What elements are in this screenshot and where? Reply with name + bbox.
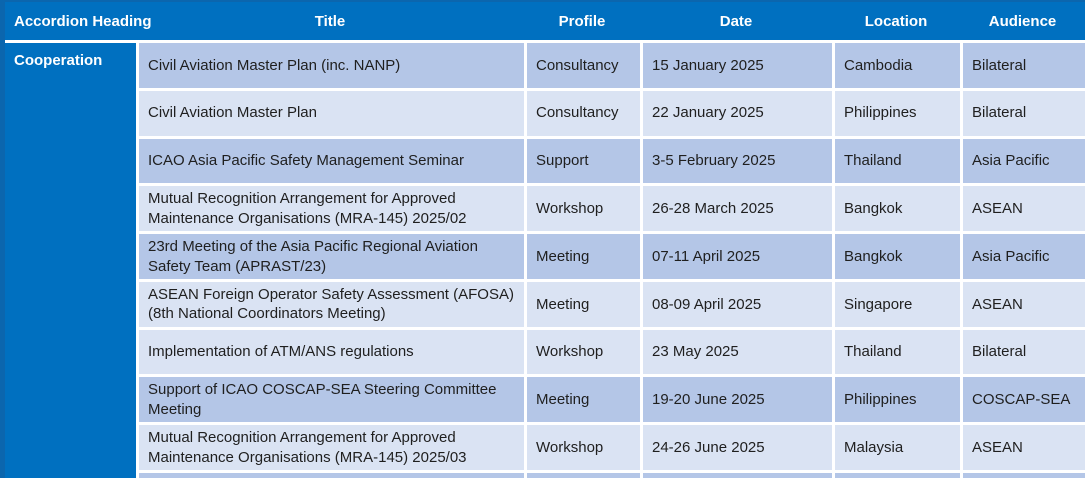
cell-date: 23 May 2025 <box>643 329 832 375</box>
cell-date: 3-5 February 2025 <box>643 138 832 184</box>
accordion-heading-cooperation[interactable]: Cooperation <box>5 43 136 478</box>
cell-audience <box>963 473 1085 478</box>
cell-profile: Support <box>527 138 640 184</box>
cell-audience: Asia Pacific <box>963 138 1085 184</box>
cell-title: ICAO Asia Pacific Safety Management Semi… <box>139 138 524 184</box>
cell-profile <box>527 473 640 478</box>
cell-date: 22 January 2025 <box>643 90 832 136</box>
cell-location: Thailand <box>835 138 960 184</box>
cell-profile: Workshop <box>527 425 640 471</box>
cell-audience: ASEAN <box>963 425 1085 471</box>
cell-title: Implementation of ATM/ANS regulations <box>139 329 524 375</box>
table-row: ASEAN Foreign Operator Safety Assessment… <box>139 281 1085 327</box>
cell-profile: Meeting <box>527 234 640 279</box>
cell-profile: Workshop <box>527 329 640 375</box>
cell-date: 08-09 April 2025 <box>643 281 832 327</box>
column-header-audience: Audience <box>988 12 1057 30</box>
cell-audience: ASEAN <box>963 186 1085 232</box>
cell-title: Civil Aviation Master Plan (inc. NANP) <box>139 43 524 88</box>
cell-title <box>139 473 524 478</box>
column-header-date: Date <box>719 12 753 30</box>
cell-audience: Bilateral <box>963 43 1085 88</box>
cell-location: Bangkok <box>835 234 960 279</box>
column-header-profile: Profile <box>558 12 606 30</box>
table-row: Mutual Recognition Arrangement for Appro… <box>139 425 1085 471</box>
table-header-row: Accordion Heading Title Profile Date Loc… <box>5 2 1085 40</box>
cell-date: 26-28 March 2025 <box>643 186 832 232</box>
cell-audience: ASEAN <box>963 281 1085 327</box>
cell-audience: Asia Pacific <box>963 234 1085 279</box>
cell-title: 23rd Meeting of the Asia Pacific Regiona… <box>139 234 524 279</box>
cell-title: Support of ICAO COSCAP-SEA Steering Comm… <box>139 377 524 423</box>
table-row: Implementation of ATM/ANS regulations Wo… <box>139 329 1085 375</box>
cell-location: Malaysia <box>835 425 960 471</box>
cell-title: Mutual Recognition Arrangement for Appro… <box>139 186 524 232</box>
cell-location <box>835 473 960 478</box>
cell-title: ASEAN Foreign Operator Safety Assessment… <box>139 281 524 327</box>
table-row: Support of ICAO COSCAP-SEA Steering Comm… <box>139 377 1085 423</box>
cell-location: Philippines <box>835 90 960 136</box>
table-body: Cooperation Civil Aviation Master Plan (… <box>5 43 1085 478</box>
cell-location: Thailand <box>835 329 960 375</box>
cell-location: Bangkok <box>835 186 960 232</box>
table-row: ICAO Asia Pacific Safety Management Semi… <box>139 138 1085 184</box>
cell-profile: Consultancy <box>527 90 640 136</box>
cell-profile: Meeting <box>527 377 640 423</box>
cell-profile: Meeting <box>527 281 640 327</box>
cell-date: 15 January 2025 <box>643 43 832 88</box>
cell-date: 07-11 April 2025 <box>643 234 832 279</box>
cell-location: Singapore <box>835 281 960 327</box>
cell-title: Mutual Recognition Arrangement for Appro… <box>139 425 524 471</box>
table-row: Mutual Recognition Arrangement for Appro… <box>139 186 1085 232</box>
cell-date: 24-26 June 2025 <box>643 425 832 471</box>
cell-audience: COSCAP-SEA <box>963 377 1085 423</box>
column-header-accordion-heading: Accordion Heading <box>14 12 152 30</box>
table-row-partial <box>139 473 1085 478</box>
cell-audience: Bilateral <box>963 329 1085 375</box>
cell-location: Philippines <box>835 377 960 423</box>
cell-audience: Bilateral <box>963 90 1085 136</box>
cell-title: Civil Aviation Master Plan <box>139 90 524 136</box>
cell-location: Cambodia <box>835 43 960 88</box>
cell-date <box>643 473 832 478</box>
cell-profile: Consultancy <box>527 43 640 88</box>
column-header-location: Location <box>864 12 928 30</box>
table-row: Civil Aviation Master Plan (inc. NANP) C… <box>139 43 1085 88</box>
table-row: Civil Aviation Master Plan Consultancy 2… <box>139 90 1085 136</box>
table-rows: Civil Aviation Master Plan (inc. NANP) C… <box>139 43 1085 478</box>
table-row: 23rd Meeting of the Asia Pacific Regiona… <box>139 234 1085 279</box>
cell-profile: Workshop <box>527 186 640 232</box>
cell-date: 19-20 June 2025 <box>643 377 832 423</box>
column-header-title: Title <box>314 12 346 30</box>
